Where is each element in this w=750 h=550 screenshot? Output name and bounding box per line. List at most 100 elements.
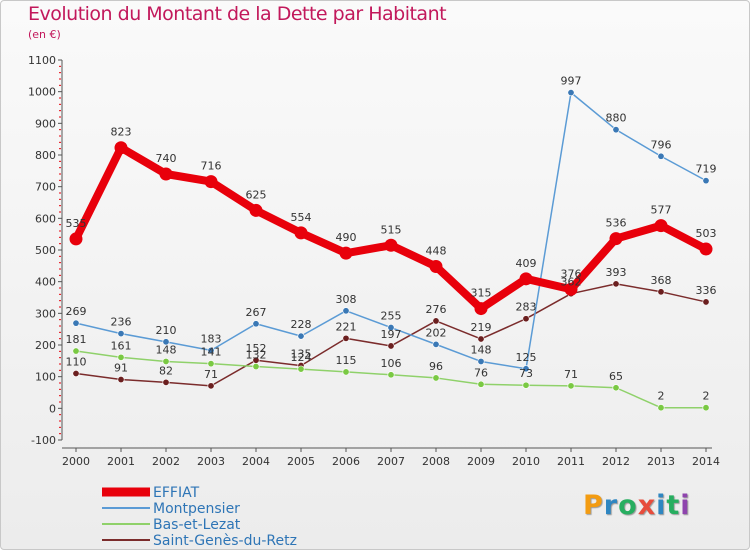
y-tick-label: -100 [31, 434, 56, 447]
y-tick-label: 900 [35, 117, 56, 130]
data-label: 719 [696, 163, 717, 176]
y-tick-label: 1000 [28, 86, 56, 99]
y-tick-label: 0 [49, 402, 56, 415]
chart-unit: (en €) [28, 28, 61, 41]
data-point [342, 368, 350, 376]
data-point [72, 369, 80, 377]
data-point [297, 365, 305, 373]
data-label: 91 [114, 362, 128, 375]
data-label: 148 [471, 343, 492, 356]
data-label: 236 [111, 316, 132, 329]
data-label: 283 [516, 301, 537, 314]
y-tick-label: 1100 [28, 54, 56, 67]
data-point [117, 330, 125, 338]
chart-title: Evolution du Montant de la Dette par Hab… [28, 3, 447, 25]
data-point [699, 242, 713, 256]
data-point [114, 141, 128, 155]
x-tick-label: 2005 [287, 455, 315, 468]
data-label: 823 [111, 126, 132, 139]
data-point [612, 126, 620, 134]
data-label: 210 [156, 324, 177, 337]
data-point [432, 340, 440, 348]
data-point [204, 175, 218, 189]
data-point [702, 404, 710, 412]
data-label: 2 [703, 390, 710, 403]
data-label: 221 [336, 320, 357, 333]
data-point [609, 232, 623, 246]
data-point [387, 324, 395, 332]
x-tick-label: 2009 [467, 455, 495, 468]
data-label: 448 [426, 244, 447, 257]
logo-letter: r [603, 490, 619, 521]
data-label: 161 [111, 339, 132, 352]
data-label: 536 [606, 217, 627, 230]
data-label: 135 [291, 348, 312, 361]
data-point [117, 353, 125, 361]
legend-label: EFFIAT [153, 485, 200, 501]
data-point [522, 365, 530, 373]
data-point [477, 380, 485, 388]
x-tick-label: 2007 [377, 455, 405, 468]
logo-letter: o [618, 490, 638, 521]
data-point [249, 203, 263, 217]
data-point [702, 298, 710, 306]
data-point [69, 232, 83, 246]
data-label: 554 [291, 211, 312, 224]
data-point [477, 335, 485, 343]
data-point [162, 338, 170, 346]
x-tick-label: 2001 [107, 455, 135, 468]
data-label: 393 [606, 266, 627, 279]
data-point [207, 360, 215, 368]
data-point [567, 89, 575, 97]
legend: EFFIATMontpensierBas-et-LezatSaint-Genès… [102, 485, 297, 549]
data-label: 308 [336, 293, 357, 306]
y-tick-label: 100 [35, 371, 56, 384]
data-label: 228 [291, 318, 312, 331]
data-label: 152 [246, 342, 267, 355]
data-label: 376 [561, 267, 582, 280]
data-label: 515 [381, 223, 402, 236]
data-label: 503 [696, 227, 717, 240]
data-label: 535 [66, 217, 87, 230]
data-point [72, 347, 80, 355]
data-point [522, 315, 530, 323]
data-point [477, 357, 485, 365]
data-point [297, 332, 305, 340]
data-label: 276 [426, 303, 447, 316]
data-label: 362 [561, 276, 582, 289]
data-point [387, 371, 395, 379]
data-label: 115 [336, 354, 357, 367]
data-point [252, 320, 260, 328]
data-label: 336 [696, 284, 717, 297]
data-label: 267 [246, 306, 267, 319]
data-label: 197 [381, 328, 402, 341]
data-label: 269 [66, 305, 87, 318]
legend-label: Saint-Genès-du-Retz [153, 533, 297, 549]
data-label: 796 [651, 138, 672, 151]
data-label: 997 [561, 75, 582, 88]
data-label: 183 [201, 332, 222, 345]
data-point [657, 288, 665, 296]
legend-label: Montpensier [153, 501, 240, 517]
proxiti-logo: Proxiti [583, 490, 691, 521]
data-point [162, 378, 170, 386]
x-tick-label: 2012 [602, 455, 630, 468]
data-label: 625 [246, 188, 267, 201]
data-label: 124 [291, 351, 312, 364]
data-point [159, 167, 173, 181]
y-tick-label: 500 [35, 244, 56, 257]
data-point [117, 376, 125, 384]
data-point [429, 259, 443, 273]
data-label: 76 [474, 366, 488, 379]
data-point [342, 307, 350, 315]
logo-letter: i [680, 490, 691, 521]
data-point [702, 177, 710, 185]
x-tick-label: 2013 [647, 455, 675, 468]
y-tick-label: 700 [35, 181, 56, 194]
data-point [657, 404, 665, 412]
x-tick-label: 2002 [152, 455, 180, 468]
logo-letter: i [656, 490, 667, 521]
data-point [387, 342, 395, 350]
